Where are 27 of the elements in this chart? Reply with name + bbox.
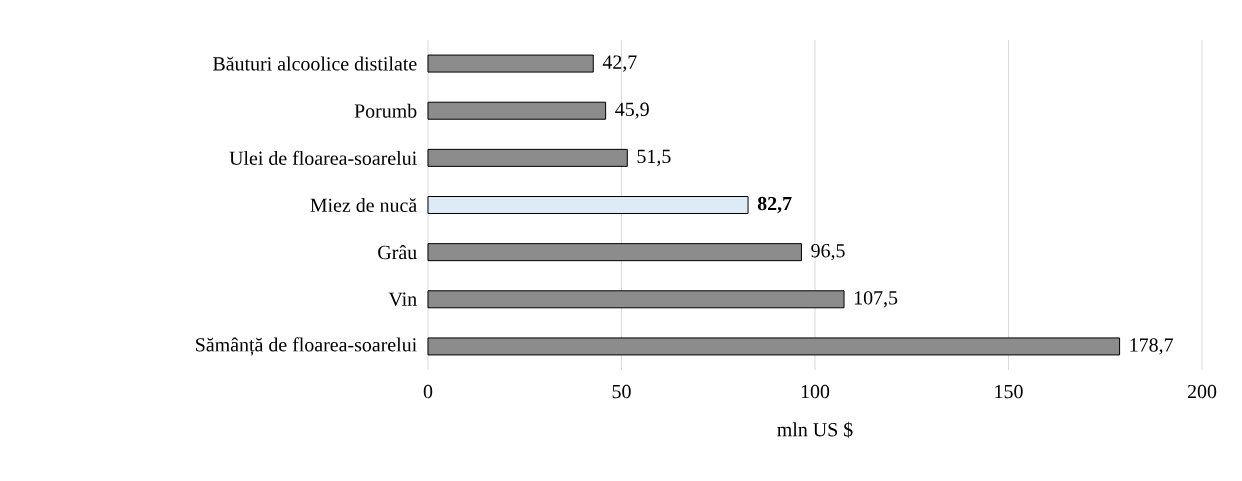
data-label: 51,5: [637, 149, 671, 166]
bar: [427, 243, 802, 262]
x-tick-label: 100: [801, 384, 830, 399]
data-label: 45,9: [615, 102, 649, 119]
bar: [427, 337, 1121, 356]
data-label: 82,7: [757, 196, 792, 214]
x-tick-label: 0: [423, 384, 433, 399]
y-tick-label: Porumb: [354, 103, 417, 118]
x-tick-label: 150: [995, 384, 1023, 399]
y-tick-label: Grâu: [378, 245, 417, 260]
bar: [427, 148, 628, 167]
y-tick-label: Sămânță de floarea-soarelui: [196, 337, 417, 356]
x-tick-label: 200: [1187, 384, 1217, 399]
bar: [427, 196, 749, 214]
data-label: 178,7: [1130, 338, 1173, 355]
y-tick-label: Miez de nucă: [310, 197, 417, 213]
y-tick-label: Băuturi alcoolice distilate: [213, 56, 417, 71]
y-tick-label: Ulei de floarea-soarelui: [229, 150, 417, 165]
bar: [427, 290, 845, 309]
bar: [427, 54, 594, 73]
x-tick-label: 50: [612, 384, 631, 399]
bar: [427, 101, 607, 120]
data-label: 96,5: [811, 244, 845, 261]
y-tick-label: Vin: [388, 292, 417, 307]
data-label: 107,5: [854, 291, 898, 308]
x-axis-title: mln US $: [777, 421, 853, 438]
data-label: 42,7: [602, 55, 637, 72]
